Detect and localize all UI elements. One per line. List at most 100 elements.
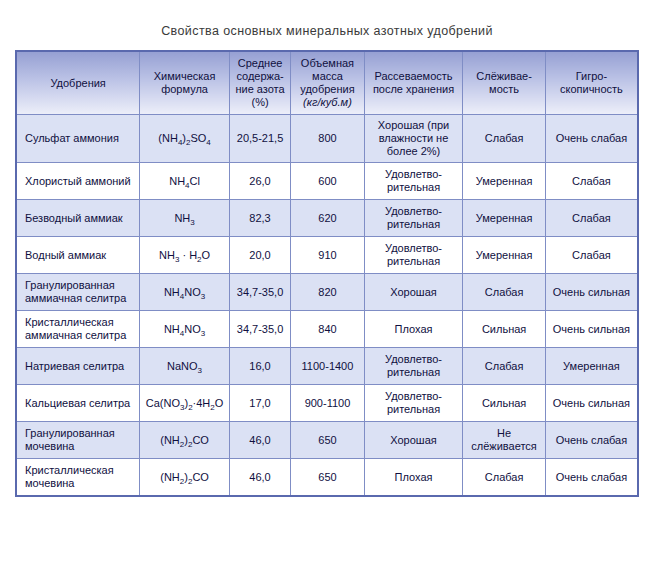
nitrogen-content-cell: 34,7-35,0 bbox=[229, 311, 290, 348]
header-row: Удобрения Химическая формула Среднее сод… bbox=[16, 51, 638, 115]
table-row: Натриевая селитраNaNO316,01100-1400Удовл… bbox=[16, 348, 638, 385]
nitrogen-content-cell: 82,3 bbox=[229, 200, 290, 237]
header-mass-unit: (кг/куб.м) bbox=[303, 96, 352, 108]
chemical-formula-cell: (NH2)2CO bbox=[140, 459, 230, 497]
table-row: Безводный аммиакNH382,3620Удовлетво-рите… bbox=[16, 200, 638, 237]
fertilizer-name-cell: Кристаллическая мочевина bbox=[16, 459, 140, 497]
hygroscopicity-cell: Слабая bbox=[545, 163, 638, 200]
header-fertilizer-label: Удобрения bbox=[50, 77, 105, 89]
fertilizer-name-cell: Кальциевая селитра bbox=[16, 385, 140, 422]
fertilizer-name-cell: Гранулированная аммиачная селитра bbox=[16, 274, 140, 311]
table-header: Удобрения Химическая формула Среднее сод… bbox=[16, 51, 638, 115]
nitrogen-content-cell: 34,7-35,0 bbox=[229, 274, 290, 311]
scatterability-cell: Хорошая bbox=[364, 274, 463, 311]
bulk-mass-cell: 820 bbox=[291, 274, 364, 311]
header-caking: Слёживае-мость bbox=[463, 51, 546, 115]
nitrogen-content-cell: 16,0 bbox=[229, 348, 290, 385]
chemical-formula-cell: (NH2)2CO bbox=[140, 422, 230, 459]
caking-cell: Умеренная bbox=[463, 237, 546, 274]
scatterability-cell: Удовлетво-рительная bbox=[364, 348, 463, 385]
hygroscopicity-cell: Умеренная bbox=[545, 348, 638, 385]
caking-cell: Сильная bbox=[463, 385, 546, 422]
nitrogen-content-cell: 17,0 bbox=[229, 385, 290, 422]
nitrogen-content-cell: 46,0 bbox=[229, 459, 290, 497]
bulk-mass-cell: 900-1100 bbox=[291, 385, 364, 422]
bulk-mass-cell: 650 bbox=[291, 422, 364, 459]
header-caking-label: Слёживае-мость bbox=[476, 70, 532, 95]
bulk-mass-cell: 620 bbox=[291, 200, 364, 237]
fertilizer-name-cell: Безводный аммиак bbox=[16, 200, 140, 237]
nitrogen-content-cell: 20,0 bbox=[229, 237, 290, 274]
fertilizer-name-cell: Гранулированная мочевина bbox=[16, 422, 140, 459]
hygroscopicity-cell: Слабая bbox=[545, 237, 638, 274]
table-body: Сульфат аммония(NH4)2SO420,5-21,5800Хоро… bbox=[16, 115, 638, 497]
header-fertilizer: Удобрения bbox=[16, 51, 140, 115]
scatterability-cell: Удовлетво-рительная bbox=[364, 200, 463, 237]
table-row: Хлористый аммонийNH4Cl26,0600Удовлетво-р… bbox=[16, 163, 638, 200]
caking-cell: Слабая bbox=[463, 348, 546, 385]
nitrogen-content-cell: 20,5-21,5 bbox=[229, 115, 290, 163]
chemical-formula-cell: NH3 bbox=[140, 200, 230, 237]
caking-cell: Слабая bbox=[463, 459, 546, 497]
fertilizer-name-cell: Натриевая селитра bbox=[16, 348, 140, 385]
table-row: Кристаллическая мочевина(NH2)2CO46,0650П… bbox=[16, 459, 638, 497]
hygroscopicity-cell: Очень слабая bbox=[545, 422, 638, 459]
header-mass: Объемная масса удобрения(кг/куб.м) bbox=[291, 51, 364, 115]
fertilizer-name-cell: Водный аммиак bbox=[16, 237, 140, 274]
bulk-mass-cell: 1100-1400 bbox=[291, 348, 364, 385]
table-row: Гранулированная мочевина(NH2)2CO46,0650Х… bbox=[16, 422, 638, 459]
header-mass-label: Объемная масса удобрения bbox=[300, 57, 354, 95]
bulk-mass-cell: 840 bbox=[291, 311, 364, 348]
nitrogen-content-cell: 46,0 bbox=[229, 422, 290, 459]
header-nitrogen: Среднее содержа-ние азота (%) bbox=[229, 51, 290, 115]
table-row: Сульфат аммония(NH4)2SO420,5-21,5800Хоро… bbox=[16, 115, 638, 163]
caking-cell: Слабая bbox=[463, 115, 546, 163]
chemical-formula-cell: Ca(NO3)2·4H2O bbox=[140, 385, 230, 422]
hygroscopicity-cell: Очень слабая bbox=[545, 115, 638, 163]
bulk-mass-cell: 800 bbox=[291, 115, 364, 163]
caking-cell: Умеренная bbox=[463, 163, 546, 200]
bulk-mass-cell: 910 bbox=[291, 237, 364, 274]
scatterability-cell: Удовлетво-рительная bbox=[364, 163, 463, 200]
page-title: Свойства основных минеральных азотных уд… bbox=[0, 0, 654, 50]
table-row: Водный аммиакNH3 · H2O20,0910Удовлетво-р… bbox=[16, 237, 638, 274]
scatterability-cell: Хорошая bbox=[364, 422, 463, 459]
table-row: Гранулированная аммиачная селитраNH4NO33… bbox=[16, 274, 638, 311]
scatterability-cell: Удовлетво-рительная bbox=[364, 385, 463, 422]
fertilizer-name-cell: Хлористый аммоний bbox=[16, 163, 140, 200]
bulk-mass-cell: 600 bbox=[291, 163, 364, 200]
fertilizer-properties-table: Удобрения Химическая формула Среднее сод… bbox=[15, 50, 639, 497]
header-scatterability-label: Рассеваемость после хранения bbox=[373, 70, 454, 95]
hygroscopicity-cell: Слабая bbox=[545, 200, 638, 237]
hygroscopicity-cell: Очень сильная bbox=[545, 385, 638, 422]
caking-cell: Умеренная bbox=[463, 200, 546, 237]
header-scatterability: Рассеваемость после хранения bbox=[364, 51, 463, 115]
chemical-formula-cell: (NH4)2SO4 bbox=[140, 115, 230, 163]
hygroscopicity-cell: Очень слабая bbox=[545, 459, 638, 497]
table-row: Кристаллическая аммиачная селитраNH4NO33… bbox=[16, 311, 638, 348]
fertilizer-name-cell: Кристаллическая аммиачная селитра bbox=[16, 311, 140, 348]
header-hygroscopicity-label: Гигро-скопичность bbox=[560, 70, 623, 95]
scatterability-cell: Удовлетво-рительная bbox=[364, 237, 463, 274]
chemical-formula-cell: NH3 · H2O bbox=[140, 237, 230, 274]
header-formula: Химическая формула bbox=[140, 51, 230, 115]
bulk-mass-cell: 650 bbox=[291, 459, 364, 497]
hygroscopicity-cell: Очень сильная bbox=[545, 311, 638, 348]
chemical-formula-cell: NH4NO3 bbox=[140, 274, 230, 311]
header-hygroscopicity: Гигро-скопичность bbox=[545, 51, 638, 115]
scatterability-cell: Плохая bbox=[364, 311, 463, 348]
caking-cell: Сильная bbox=[463, 311, 546, 348]
page: Свойства основных минеральных азотных уд… bbox=[0, 0, 654, 570]
chemical-formula-cell: NH4NO3 bbox=[140, 311, 230, 348]
header-nitrogen-label: Среднее содержа-ние азота (%) bbox=[235, 57, 284, 108]
fertilizer-name-cell: Сульфат аммония bbox=[16, 115, 140, 163]
chemical-formula-cell: NaNO3 bbox=[140, 348, 230, 385]
scatterability-cell: Плохая bbox=[364, 459, 463, 497]
caking-cell: Не слёживается bbox=[463, 422, 546, 459]
chemical-formula-cell: NH4Cl bbox=[140, 163, 230, 200]
scatterability-cell: Хорошая (при влажности не более 2%) bbox=[364, 115, 463, 163]
table-row: Кальциевая селитраCa(NO3)2·4H2O17,0900-1… bbox=[16, 385, 638, 422]
hygroscopicity-cell: Очень сильная bbox=[545, 274, 638, 311]
nitrogen-content-cell: 26,0 bbox=[229, 163, 290, 200]
caking-cell: Слабая bbox=[463, 274, 546, 311]
